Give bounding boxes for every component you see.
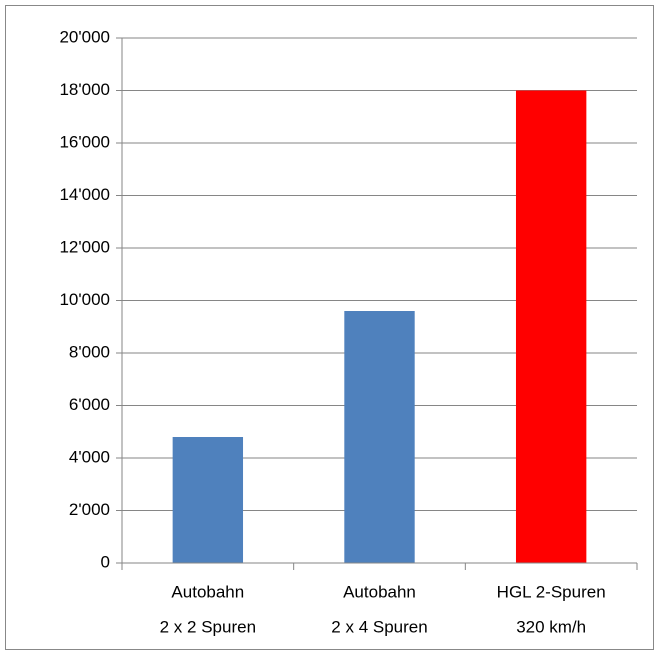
x-tick-label: Autobahn	[343, 582, 416, 601]
x-tick-label: 320 km/h	[516, 617, 586, 636]
bar	[172, 437, 244, 563]
x-tick-label: Autobahn	[171, 582, 244, 601]
y-tick-label: 8'000	[69, 342, 110, 361]
y-tick-label: 18'000	[59, 80, 110, 99]
y-tick-label: 6'000	[69, 395, 110, 414]
x-tick-label: HGL 2-Spuren	[497, 582, 606, 601]
y-tick-label: 0	[101, 552, 110, 571]
y-tick-label: 2'000	[69, 500, 110, 519]
y-tick-label: 16'000	[59, 132, 110, 151]
x-tick-label: 2 x 2 Spuren	[160, 617, 256, 636]
y-tick-label: 14'000	[59, 185, 110, 204]
y-tick-label: 12'000	[59, 237, 110, 256]
bar	[515, 90, 587, 563]
bar	[344, 311, 415, 563]
x-tick-label: 2 x 4 Spuren	[331, 617, 427, 636]
y-tick-label: 10'000	[59, 290, 110, 309]
y-tick-label: 20'000	[59, 27, 110, 46]
y-tick-label: 4'000	[69, 447, 110, 466]
